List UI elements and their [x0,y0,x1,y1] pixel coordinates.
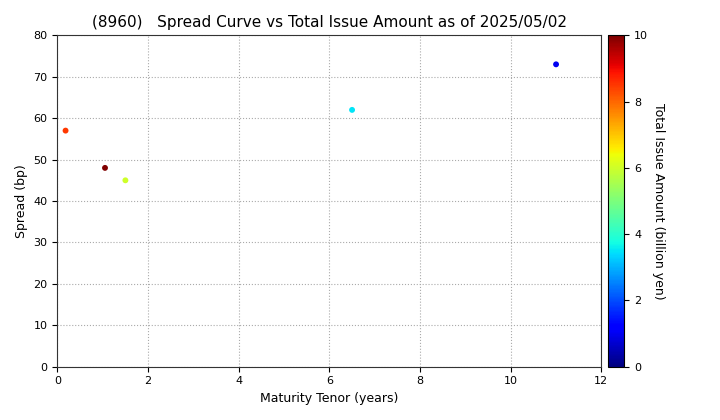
Y-axis label: Spread (bp): Spread (bp) [15,164,28,238]
Point [99,165,111,171]
Point [60,127,71,134]
Point [120,177,131,184]
Title: (8960)   Spread Curve vs Total Issue Amount as of 2025/05/02: (8960) Spread Curve vs Total Issue Amoun… [92,15,567,30]
Point [550,61,562,68]
Y-axis label: Total Issue Amount (billion yen): Total Issue Amount (billion yen) [652,103,665,299]
X-axis label: Maturity Tenor (years): Maturity Tenor (years) [260,392,399,405]
Point [346,107,358,113]
